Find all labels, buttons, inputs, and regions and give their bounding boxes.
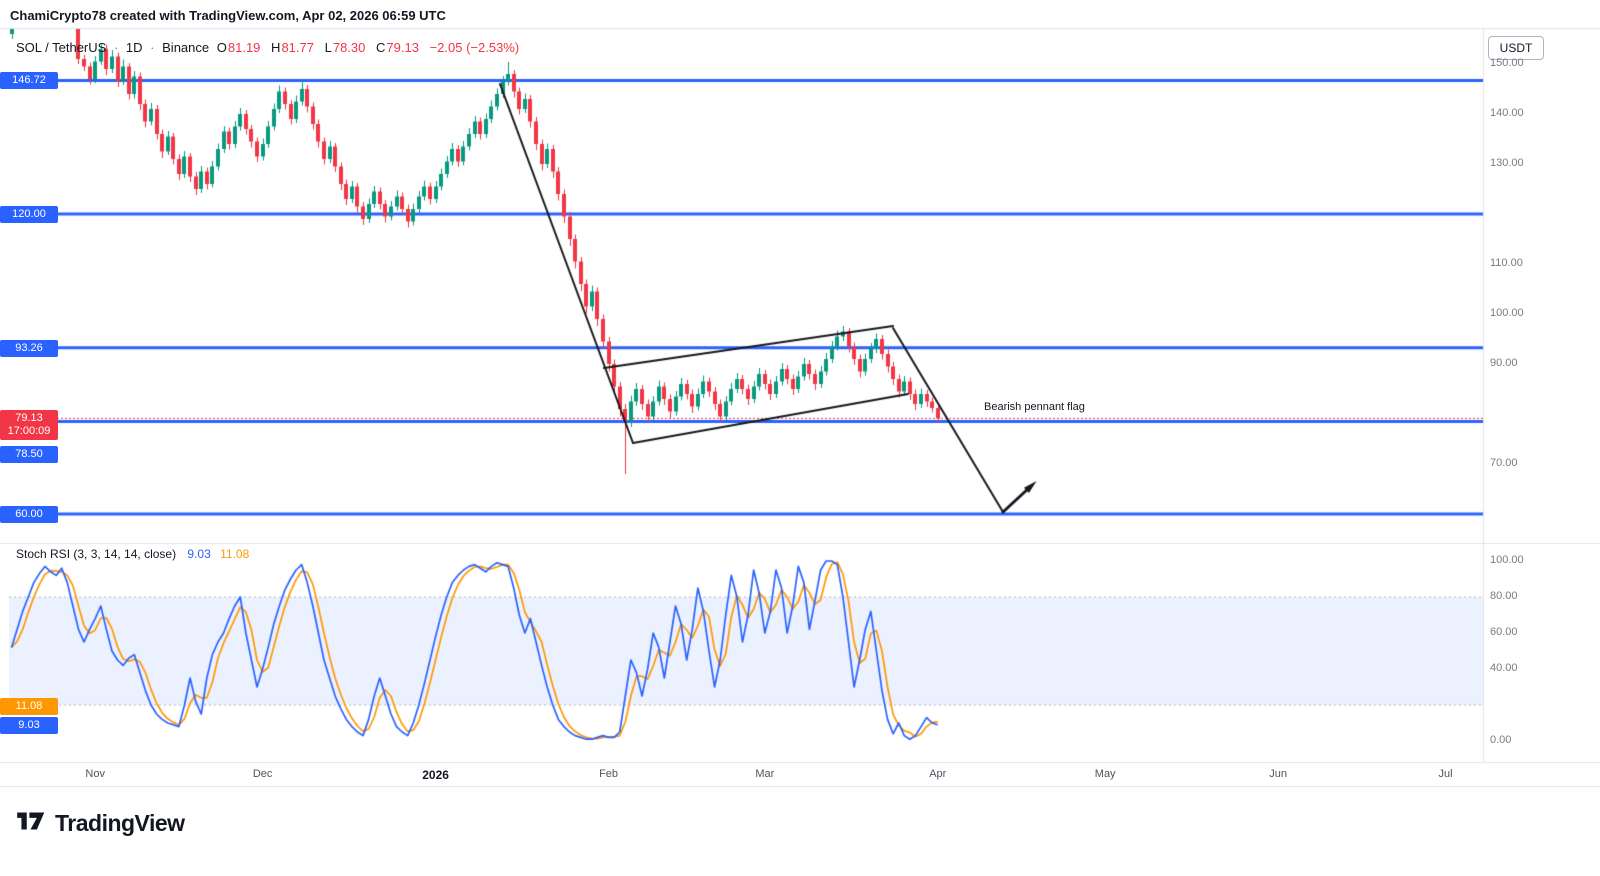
stoch-k-badge: 9.03	[0, 717, 58, 734]
currency-toggle-button[interactable]: USDT	[1488, 36, 1544, 60]
stoch-axis-tick: 80.00	[1490, 590, 1518, 602]
change-value: −2.05 (−2.53%)	[429, 40, 520, 55]
stoch-d-value: 11.08	[220, 547, 250, 561]
tradingview-logo-mark-icon	[14, 808, 48, 839]
price-level-badge: 93.26	[0, 339, 58, 357]
time-axis-label: May	[1094, 768, 1116, 780]
stoch-axis-tick: 60.00	[1490, 626, 1518, 638]
exchange-label: Binance	[162, 40, 210, 55]
price-axis-tick: 90.00	[1490, 357, 1518, 369]
price-axis-tick: 100.00	[1490, 307, 1524, 319]
stoch-axis-tick: 100.00	[1490, 554, 1524, 566]
time-axis-label: Nov	[85, 768, 105, 780]
tradingview-logo[interactable]: TradingView	[14, 808, 185, 839]
interval-label[interactable]: 1D	[125, 40, 143, 55]
tradingview-logo-text: TradingView	[55, 810, 185, 836]
time-axis-label: Apr	[929, 768, 947, 780]
open-label: O	[216, 40, 227, 55]
time-axis-label: 2026	[422, 768, 449, 782]
high-label: H	[271, 40, 281, 55]
price-axis-tick: 70.00	[1490, 457, 1518, 469]
open-value: 81.19	[227, 40, 261, 55]
price-axis-tick: 110.00	[1490, 257, 1523, 269]
symbol-name[interactable]: SOL / TetherUS	[16, 40, 107, 55]
price-level-badge: 120.00	[0, 206, 58, 223]
legend-separator: ·	[113, 40, 119, 55]
price-level-badge: 60.00	[0, 506, 58, 523]
price-axis-tick: 150.00	[1490, 57, 1524, 69]
stoch-axis-tick: 40.00	[1490, 662, 1518, 674]
low-value: 78.30	[332, 40, 366, 55]
time-axis-label: Dec	[252, 768, 273, 780]
price-level-badge: 78.50	[0, 446, 58, 463]
close-value: 79.13	[386, 40, 419, 55]
time-axis-label: Mar	[755, 768, 775, 780]
current-price-badge: 79.13 17:00:09	[0, 410, 58, 441]
stoch-d-badge: 11.08	[0, 698, 58, 715]
time-axis-label: Jul	[1438, 768, 1453, 780]
bar-countdown: 17:00:09	[7, 425, 51, 438]
symbol-legend: SOL / TetherUS · 1D · Binance O81.19 H81…	[16, 40, 523, 55]
price-axis-tick: 140.00	[1490, 107, 1524, 119]
price-level-badge: 146.72	[0, 72, 58, 90]
stoch-rsi-title[interactable]: Stoch RSI (3, 3, 14, 14, close)	[16, 547, 177, 561]
high-value: 81.77	[281, 40, 314, 55]
current-price-value: 79.13	[15, 412, 43, 425]
close-label: C	[376, 40, 386, 55]
pennant-annotation-text: Bearish pennant flag	[984, 401, 1085, 413]
time-axis-label: Jun	[1269, 768, 1288, 780]
stoch-axis-tick: 0.00	[1490, 734, 1512, 746]
snapshot-watermark: ChamiCrypto78 created with TradingView.c…	[10, 8, 446, 23]
price-axis-tick: 130.00	[1490, 157, 1524, 169]
stoch-rsi-legend[interactable]: Stoch RSI (3, 3, 14, 14, close) 9.03 11.…	[16, 547, 249, 561]
legend-separator: ·	[150, 40, 155, 55]
low-label: L	[324, 40, 332, 55]
stoch-k-value: 9.03	[187, 547, 211, 561]
time-axis-label: Feb	[599, 768, 619, 780]
